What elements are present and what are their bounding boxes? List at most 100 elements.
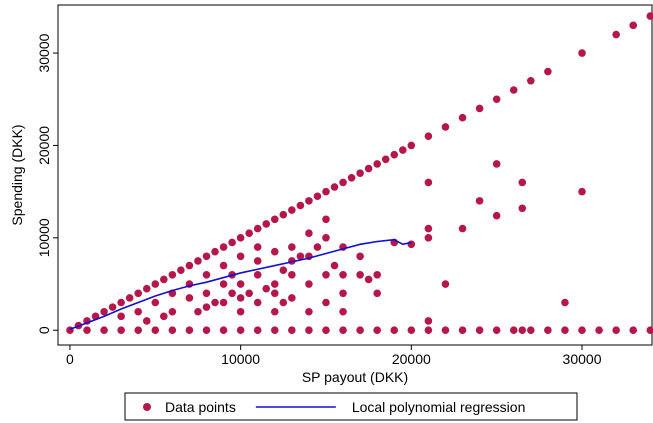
- data-point: [168, 307, 177, 316]
- data-point: [424, 132, 433, 140]
- data-point: [236, 280, 245, 288]
- data-point: [228, 238, 236, 247]
- data-point: [151, 298, 160, 307]
- data-point: [595, 326, 603, 335]
- data-point: [142, 284, 151, 293]
- data-point: [202, 289, 211, 298]
- data-point: [646, 326, 653, 335]
- data-point: [134, 307, 143, 316]
- data-point: [185, 294, 194, 302]
- data-point: [339, 178, 347, 187]
- x-tick-label: 10000: [221, 351, 260, 367]
- data-point: [270, 280, 279, 288]
- data-point: [509, 86, 518, 94]
- data-point: [629, 326, 638, 335]
- data-point: [339, 307, 347, 316]
- data-point: [202, 326, 211, 335]
- data-point: [253, 270, 262, 279]
- data-point: [236, 252, 245, 261]
- data-point: [219, 280, 228, 288]
- data-point: [373, 326, 381, 335]
- data-point: [288, 243, 296, 251]
- data-point: [194, 307, 202, 316]
- data-point: [228, 289, 236, 298]
- data-point: [168, 270, 177, 279]
- data-point: [253, 243, 262, 251]
- data-point: [424, 326, 433, 335]
- x-tick-label: 30000: [563, 351, 602, 367]
- data-point: [322, 270, 330, 279]
- data-point: [527, 326, 535, 335]
- data-point: [578, 187, 586, 196]
- data-point: [134, 326, 143, 335]
- data-point: [458, 326, 467, 335]
- data-point: [322, 234, 330, 242]
- data-point: [347, 173, 356, 182]
- data-point: [578, 326, 586, 335]
- data-point: [219, 326, 228, 335]
- data-point: [381, 155, 390, 164]
- data-point: [356, 326, 364, 335]
- data-point: [339, 270, 347, 279]
- data-point: [100, 307, 108, 316]
- data-point: [407, 141, 416, 150]
- legend-box: [124, 392, 578, 421]
- data-point: [356, 252, 364, 261]
- legend-marker: [143, 403, 151, 411]
- data-point: [407, 326, 416, 335]
- data-point: [125, 294, 134, 302]
- data-point: [270, 289, 279, 298]
- y-axis-label: Spending (DKK): [9, 124, 25, 225]
- y-tick-label: 20000: [36, 126, 52, 165]
- data-point: [219, 243, 228, 251]
- data-point: [194, 257, 202, 265]
- data-point: [509, 326, 518, 335]
- data-point: [253, 298, 262, 307]
- data-point: [373, 270, 381, 279]
- data-point: [100, 326, 108, 335]
- data-point: [279, 298, 288, 307]
- data-point: [330, 261, 339, 270]
- data-point: [262, 284, 271, 293]
- data-point: [236, 326, 245, 335]
- data-point: [364, 275, 373, 284]
- data-point: [142, 317, 151, 325]
- x-tick-label: 20000: [392, 351, 431, 367]
- data-point: [245, 229, 253, 238]
- data-point: [313, 192, 322, 201]
- data-point: [518, 178, 527, 187]
- data-point: [202, 303, 211, 311]
- data-point: [288, 206, 296, 214]
- y-tick-label: 0: [36, 326, 52, 334]
- data-point: [458, 224, 467, 233]
- data-point: [168, 326, 177, 335]
- data-point: [270, 307, 279, 316]
- data-point: [305, 307, 313, 316]
- data-point: [544, 326, 552, 335]
- y-tick-label: 30000: [36, 33, 52, 72]
- data-point: [527, 76, 535, 85]
- data-point: [390, 326, 399, 335]
- data-point: [185, 326, 194, 335]
- data-point: [296, 201, 305, 210]
- data-point: [492, 160, 501, 168]
- data-point: [236, 307, 245, 316]
- data-point: [296, 252, 305, 261]
- data-point: [202, 270, 211, 279]
- data-point: [236, 234, 245, 242]
- x-axis-label: SP payout (DKK): [302, 369, 408, 385]
- data-point: [151, 326, 160, 335]
- data-point: [424, 224, 433, 233]
- data-point: [279, 266, 288, 274]
- data-point: [475, 197, 484, 205]
- data-point: [288, 270, 296, 279]
- data-point: [492, 211, 501, 220]
- data-point: [151, 280, 160, 288]
- data-point: [441, 280, 450, 288]
- plot-frame: [57, 4, 653, 346]
- data-point: [288, 326, 296, 335]
- data-point: [373, 289, 381, 298]
- data-point: [544, 67, 552, 76]
- data-point: [458, 113, 467, 122]
